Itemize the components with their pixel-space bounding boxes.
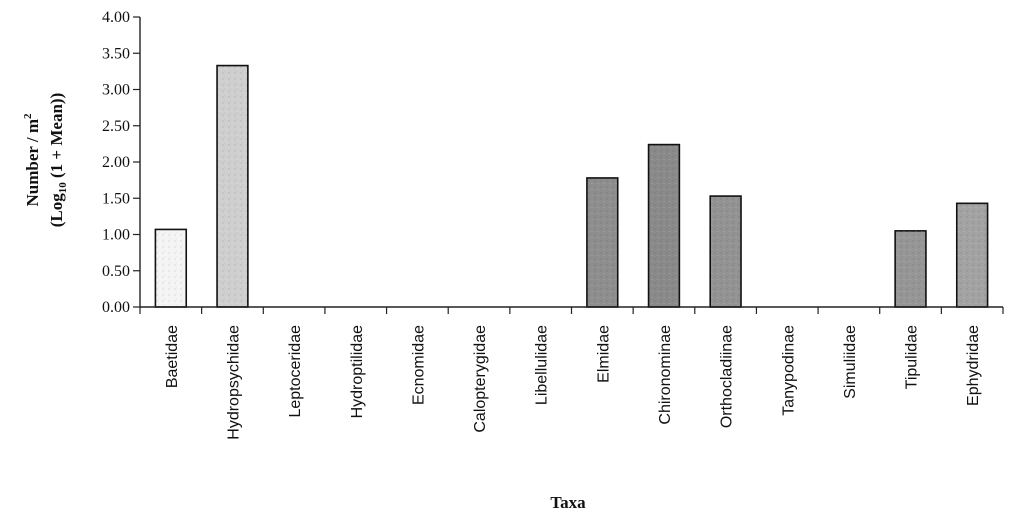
y-tick-label: 3.00: [102, 82, 130, 99]
x-tick-label: Tanypodinae: [780, 325, 797, 416]
x-tick-label: Simuliidae: [842, 325, 859, 399]
bar-texture: [648, 144, 680, 307]
y-tick-label: 1.50: [102, 190, 130, 207]
x-tick-label: Calopterygidae: [472, 325, 489, 433]
y-tick-label: 2.50: [102, 118, 130, 135]
y-axis-title-line2: (Log10 (1 + Mean)): [47, 93, 69, 227]
x-tick-label: Hydroptilidae: [349, 325, 366, 418]
x-axis: Baetidae Hydropsychidae Leptoceridae Hydrop…: [139, 306, 1004, 440]
bar-texture: [217, 65, 248, 307]
y-tick-label: 1.00: [102, 227, 130, 244]
x-axis-title: Taxa: [550, 493, 586, 512]
bar-texture: [895, 230, 926, 307]
y-tick-label: 4.00: [102, 9, 130, 26]
x-tick-label: Libellulidae: [534, 325, 551, 405]
x-tick-label: Chironominae: [657, 325, 674, 425]
y-tick-label: 2.00: [102, 154, 130, 171]
x-tick-label: Tipulidae: [904, 325, 921, 389]
bar-texture: [956, 203, 988, 307]
bar-texture: [586, 177, 618, 307]
x-tick-label: Ecnomidae: [410, 325, 427, 405]
x-tick-label: Leptoceridae: [287, 325, 304, 418]
y-axis-title: Number / m2 (Log10 (1 + Mean)): [22, 93, 69, 227]
y-tick-label: 0.50: [102, 263, 130, 280]
bar-texture: [710, 196, 742, 307]
bar-series: [154, 64, 989, 308]
y-tick-label: 0.00: [102, 299, 130, 316]
x-tick-label: Baetidae: [164, 325, 181, 388]
x-tick-label: Ephydridae: [965, 325, 982, 406]
x-tick-label: Elmidae: [595, 325, 612, 383]
y-tick-label: 3.50: [102, 45, 130, 62]
y-axis-title-line1: Number / m2: [22, 113, 42, 207]
x-tick-label: Orthocladiinae: [719, 325, 736, 428]
bar-texture: [155, 229, 187, 307]
x-tick-label: Hydropsychidae: [225, 325, 242, 440]
y-axis: 0.00 0.50 1.00 1.50 2.00 2.50 3.00 3.50 4.00: [102, 9, 141, 316]
